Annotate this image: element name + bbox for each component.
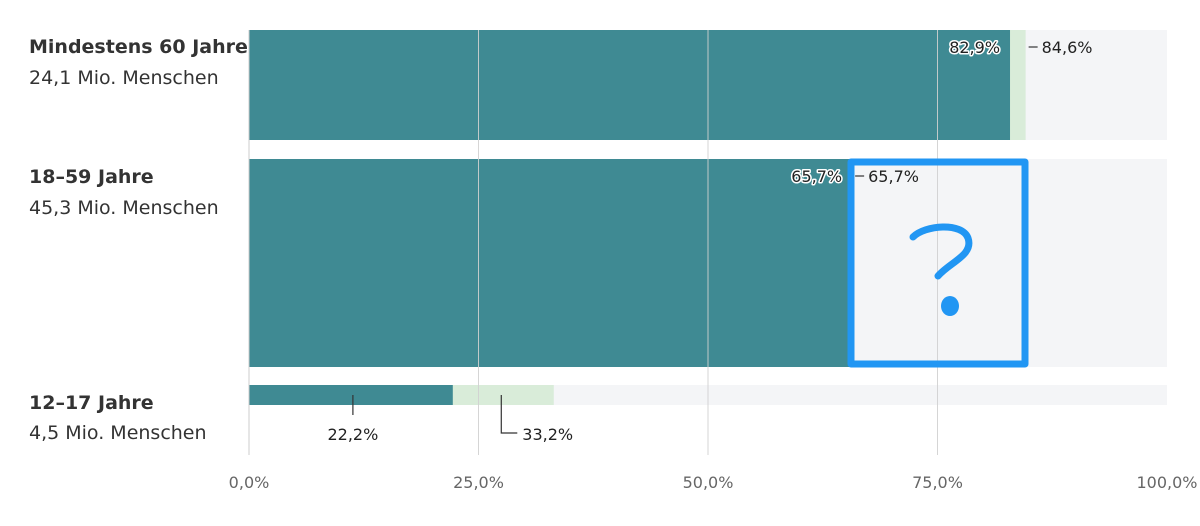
annotation-text: ? [0, 0, 1, 1]
value-label-series-1: 33,2% [522, 425, 573, 444]
value-label-series-0: 82,9% [949, 38, 1000, 57]
category-label: Mindestens 60 Jahre [29, 36, 248, 58]
question-mark-dot [941, 296, 959, 316]
grid-lines [248, 30, 938, 455]
x-tick-label: 100,0% [1136, 473, 1197, 492]
category-sublabel: 4,5 Mio. Menschen [29, 422, 207, 444]
annotation-box [847, 158, 1029, 368]
category-sublabel: 45,3 Mio. Menschen [29, 197, 219, 219]
question-mark-stroke [909, 223, 973, 280]
x-tick-label: 50,0% [683, 473, 734, 492]
annotation: ? [0, 0, 1029, 368]
category-sublabel: 24,1 Mio. Menschen [29, 67, 219, 89]
bars-series-0 [249, 30, 1011, 405]
value-label-series-1: 84,6% [1042, 38, 1093, 57]
x-tick-label: 0,0% [229, 473, 270, 492]
bar-series-0-1 [249, 159, 853, 367]
value-label-series-1: 65,7% [868, 167, 919, 186]
value-leader-series-1 [500, 395, 518, 434]
value-label-series-0: 22,2% [327, 425, 378, 444]
value-label-series-0: 65,7% [791, 167, 842, 186]
x-tick-label: 75,0% [912, 473, 963, 492]
value-labels: 82,9% 84,6% 65,7% 65,7% 22,2% 33,2% [327, 37, 1093, 445]
category-labels: Mindestens 60 Jahre 24,1 Mio. Menschen 18–… [29, 36, 248, 444]
bar-series-0-2 [249, 385, 453, 405]
x-tick-labels: 0,0% 25,0% 50,0% 75,0% 100,0% [229, 473, 1198, 492]
category-label: 12–17 Jahre [29, 392, 154, 414]
category-label: 18–59 Jahre [29, 166, 154, 188]
bar-series-0-0 [249, 30, 1011, 140]
x-tick-label: 25,0% [453, 473, 504, 492]
